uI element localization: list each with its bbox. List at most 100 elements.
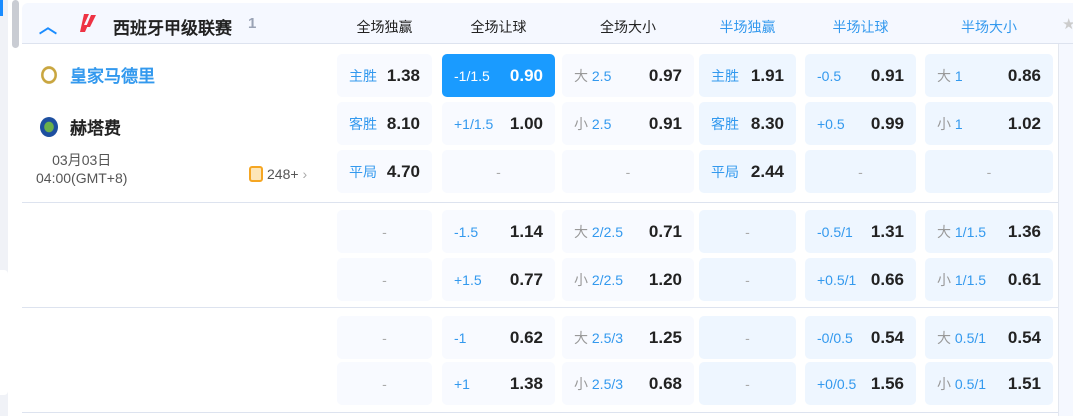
odds-value: 0.77: [509, 269, 543, 289]
odds-cell-ft-handicap[interactable]: -1 0.62: [442, 316, 555, 359]
odds-value: 0.91: [870, 65, 904, 85]
odds-label: 小 2.5/3: [574, 374, 623, 394]
empty-odds: -: [382, 223, 387, 240]
odds-cell-ft-ou[interactable]: 小 2/2.5 1.20: [562, 258, 694, 301]
odds-label: 大 2.5: [574, 66, 611, 86]
odds-cell-ht-handicap[interactable]: -0.5 0.91: [805, 54, 916, 97]
odds-value: 1.56: [870, 373, 904, 393]
odds-label: 小 2.5: [574, 114, 611, 134]
odds-cell-ft-1x2[interactable]: 客胜 8.10: [337, 102, 432, 145]
odds-cell-ht-ou[interactable]: 小 1 1.02: [925, 102, 1053, 145]
odds-value: 1.00: [509, 113, 543, 133]
odds-value: 0.86: [1007, 65, 1041, 85]
empty-odds: -: [382, 271, 387, 288]
left-gutter: [8, 0, 22, 416]
odds-cell-ft-ou[interactable]: 大 2.5/3 1.25: [562, 316, 694, 359]
odds-cell-ht-ou[interactable]: 小 0.5/1 1.51: [925, 362, 1053, 405]
odds-cell-ft-handicap[interactable]: -1.5 1.14: [442, 210, 555, 253]
odds-line: +0.5/1: [817, 271, 857, 288]
odds-cell-ft-handicap[interactable]: +1/1.5 1.00: [442, 102, 555, 145]
odds-prefix: 大: [937, 223, 951, 240]
odds-cell-ft-1x2[interactable]: 平局 4.70: [337, 150, 432, 193]
league-header[interactable]: ︿ 西班牙甲级联赛 1 全场独赢 全场让球 全场大小 半场独赢 半场让球 半场大…: [22, 3, 1073, 44]
empty-odds: -: [745, 271, 750, 288]
odds-value: 1.31: [870, 221, 904, 241]
odds-cell-ht-handicap[interactable]: +0.5 0.99: [805, 102, 916, 145]
laliga-logo-icon: [80, 14, 96, 32]
odds-prefix: 大: [937, 67, 951, 84]
odds-label: -1/1.5: [454, 68, 490, 84]
odds-label: +0.5/1: [817, 272, 856, 288]
odds-cell-ft-handicap[interactable]: -1/1.5 0.90: [442, 54, 555, 97]
scrollbar[interactable]: [12, 0, 19, 48]
odds-prefix: 小: [574, 115, 588, 132]
odds-cell-ft-handicap[interactable]: +1.5 0.77: [442, 258, 555, 301]
odds-cell-ht-1x2[interactable]: 客胜 8.30: [699, 102, 796, 145]
odds-cell-ht-handicap[interactable]: -0/0.5 0.54: [805, 316, 916, 359]
odds-value: 1.02: [1007, 113, 1041, 133]
odds-cell-ft-ou[interactable]: 大 2.5 0.97: [562, 54, 694, 97]
odds-value: 0.97: [648, 65, 682, 85]
odds-cell-ht-ou[interactable]: 大 1 0.86: [925, 54, 1053, 97]
odds-line: 客胜: [349, 115, 377, 132]
odds-label: 小 1: [937, 114, 963, 134]
odds-cell-ht-ou[interactable]: 大 1/1.5 1.36: [925, 210, 1053, 253]
empty-odds: -: [382, 329, 387, 346]
odds-line: +1.5: [454, 271, 482, 288]
group-divider: [22, 202, 1058, 203]
odds-prefix: 大: [574, 223, 588, 240]
away-team-name: 赫塔费: [70, 119, 121, 138]
odds-cell-ht-ou[interactable]: 小 1/1.5 0.61: [925, 258, 1053, 301]
home-team[interactable]: 皇家马德里: [40, 62, 155, 87]
empty-odds: -: [858, 163, 863, 180]
odds-cell-ht-handicap[interactable]: -0.5/1 1.31: [805, 210, 916, 253]
odds-prefix: 小: [937, 375, 951, 392]
odds-label: +1.5: [454, 272, 482, 288]
odds-value: 0.61: [1007, 269, 1041, 289]
odds-cell-ft-ou[interactable]: 大 2/2.5 0.71: [562, 210, 694, 253]
group-divider: [22, 307, 1058, 308]
odds-cell-ht-ou: -: [925, 150, 1053, 193]
odds-line: 2.5/3: [588, 329, 624, 346]
odds-cell-ft-ou[interactable]: 小 2.5/3 0.68: [562, 362, 694, 405]
odds-label: 客胜: [349, 114, 377, 134]
odds-cell-ht-1x2[interactable]: 主胜 1.91: [699, 54, 796, 97]
odds-cell-ft-ou[interactable]: 小 2.5 0.91: [562, 102, 694, 145]
odds-cell-ht-handicap[interactable]: +0.5/1 0.66: [805, 258, 916, 301]
star-icon[interactable]: ★: [1062, 16, 1073, 33]
odds-value: 0.68: [648, 373, 682, 393]
odds-line: -0/0.5: [817, 329, 853, 346]
odds-cell-ht-handicap[interactable]: +0/0.5 1.56: [805, 362, 916, 405]
odds-value: 8.30: [750, 113, 784, 133]
away-team[interactable]: 赫塔费: [40, 114, 121, 139]
odds-cell-ft-handicap[interactable]: +1 1.38: [442, 362, 555, 405]
odds-label: -1.5: [454, 224, 478, 240]
odds-label: 大 2/2.5: [574, 222, 623, 242]
odds-cell-ft-1x2: -: [337, 362, 432, 405]
odds-line: 平局: [349, 163, 377, 180]
active-indicator: [0, 0, 3, 16]
right-gutter: [1059, 44, 1073, 416]
odds-cell-ht-1x2: -: [699, 210, 796, 253]
odds-prefix: 小: [574, 375, 588, 392]
col-ft-ou: 全场大小: [600, 19, 656, 35]
odds-cell-ft-1x2[interactable]: 主胜 1.38: [337, 54, 432, 97]
odds-label: -0/0.5: [817, 330, 853, 346]
odds-prefix: 大: [574, 329, 588, 346]
odds-line: +1: [454, 375, 470, 392]
odds-cell-ht-ou[interactable]: 大 0.5/1 0.54: [925, 316, 1053, 359]
odds-line: -0.5: [817, 67, 842, 84]
col-ft-handicap: 全场让球: [470, 19, 527, 35]
empty-odds: -: [382, 375, 387, 392]
odds-label: +1: [454, 376, 470, 392]
odds-value: 4.70: [386, 161, 420, 181]
odds-line: 1: [951, 67, 963, 84]
odds-label: +1/1.5: [454, 116, 493, 132]
odds-label: 大 1: [937, 66, 963, 86]
odds-cell-ht-1x2: -: [699, 258, 796, 301]
odds-value: 0.62: [509, 327, 543, 347]
odds-cell-ht-1x2[interactable]: 平局 2.44: [699, 150, 796, 193]
chevron-up-icon[interactable]: ︿: [39, 17, 57, 37]
markets-icon: [249, 166, 263, 182]
more-markets-link[interactable]: 248+ ›: [249, 166, 307, 182]
